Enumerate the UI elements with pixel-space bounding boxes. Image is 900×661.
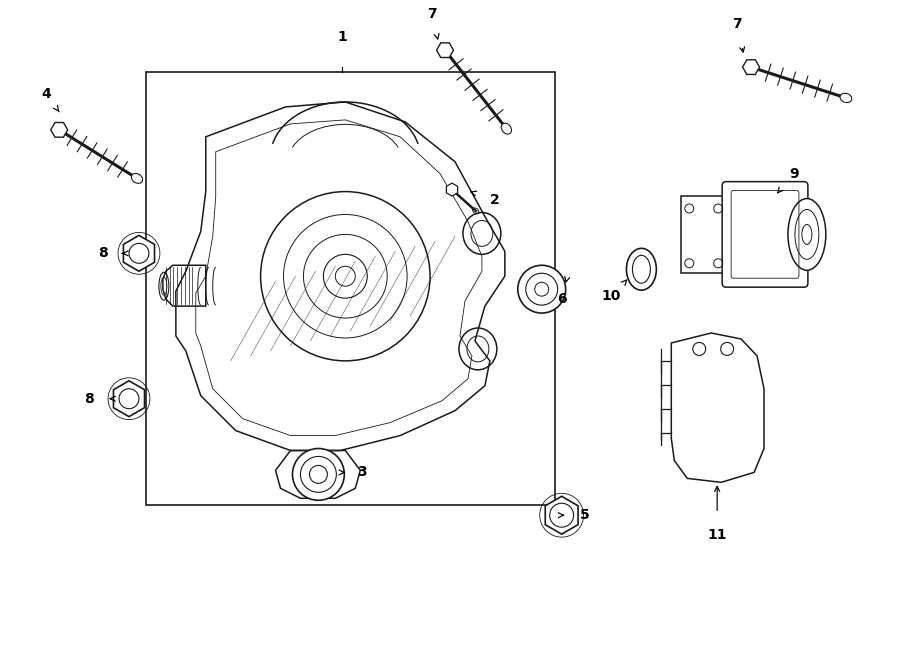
Text: 2: 2 (490, 192, 500, 206)
Polygon shape (742, 59, 760, 75)
Polygon shape (123, 235, 155, 271)
Text: 3: 3 (357, 465, 367, 479)
Text: 11: 11 (707, 528, 727, 542)
Text: 5: 5 (580, 508, 590, 522)
Ellipse shape (131, 173, 142, 183)
Text: 1: 1 (338, 30, 347, 44)
FancyBboxPatch shape (722, 182, 808, 287)
Bar (146, 72, 554, 505)
Ellipse shape (626, 249, 656, 290)
Text: 8: 8 (85, 392, 94, 406)
Bar (681, 196, 726, 273)
Circle shape (292, 449, 345, 500)
Text: 9: 9 (789, 167, 798, 180)
Text: 8: 8 (98, 247, 108, 260)
Text: 10: 10 (602, 289, 621, 303)
Polygon shape (436, 43, 454, 58)
Ellipse shape (501, 123, 511, 134)
Text: 6: 6 (557, 292, 566, 306)
Polygon shape (113, 381, 145, 416)
Circle shape (518, 265, 565, 313)
Text: 7: 7 (733, 17, 742, 31)
Polygon shape (671, 333, 764, 483)
Ellipse shape (788, 198, 826, 270)
Polygon shape (446, 183, 457, 196)
Polygon shape (545, 496, 578, 534)
Polygon shape (50, 122, 68, 137)
Ellipse shape (840, 93, 851, 102)
Text: 7: 7 (428, 7, 436, 21)
Text: 4: 4 (41, 87, 51, 101)
